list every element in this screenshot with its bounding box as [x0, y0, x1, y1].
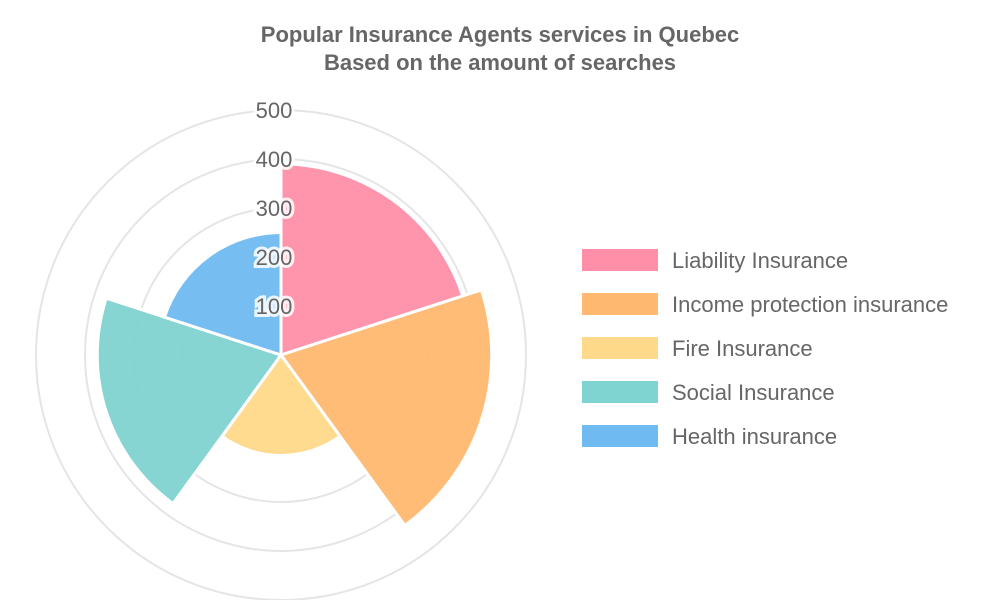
slices — [95, 162, 494, 528]
tick-label-300: 300 — [256, 196, 293, 221]
tick-label-100: 100 — [256, 294, 293, 319]
legend-swatch-income-protection-insurance — [582, 293, 658, 315]
tick-label-halo: 100 — [256, 294, 293, 319]
legend-label-liability-insurance[interactable]: Liability Insurance — [672, 248, 848, 273]
tick-label-halo: 200 — [256, 245, 293, 270]
chart-title: Popular Insurance Agents services in Que… — [261, 22, 739, 75]
legend-label-health-insurance[interactable]: Health insurance — [672, 424, 837, 449]
legend-label-income-protection-insurance[interactable]: Income protection insurance — [672, 292, 948, 317]
slice-fire-insurance[interactable] — [219, 352, 343, 457]
slice-liability-insurance[interactable] — [279, 162, 465, 358]
tick-label-400: 400 — [256, 147, 293, 172]
legend-swatch-fire-insurance — [582, 337, 658, 359]
legend-label-social-insurance[interactable]: Social Insurance — [672, 380, 835, 405]
tick-label-halo: 500 — [256, 98, 293, 123]
grid-ring-500 — [35, 109, 527, 600]
slice-social-insurance[interactable] — [95, 296, 284, 506]
legend-swatch-health-insurance — [582, 425, 658, 447]
slice-income-protection-insurance[interactable] — [278, 287, 494, 528]
legend-swatch-social-insurance — [582, 381, 658, 403]
chart-title-line-2: Based on the amount of searches — [324, 50, 676, 75]
legend-label-fire-insurance[interactable]: Fire Insurance — [672, 336, 813, 361]
tick-label-500: 500 — [256, 98, 293, 123]
tick-label-halo: 300 — [256, 196, 293, 221]
tick-label-200: 200 — [256, 245, 293, 270]
chart-title-line-1: Popular Insurance Agents services in Que… — [261, 22, 739, 47]
legend-swatch-liability-insurance — [582, 249, 658, 271]
tick-label-halo: 400 — [256, 147, 293, 172]
legend: Liability Insurance Income protection ins… — [582, 248, 948, 449]
slice-health-insurance[interactable] — [162, 230, 283, 358]
